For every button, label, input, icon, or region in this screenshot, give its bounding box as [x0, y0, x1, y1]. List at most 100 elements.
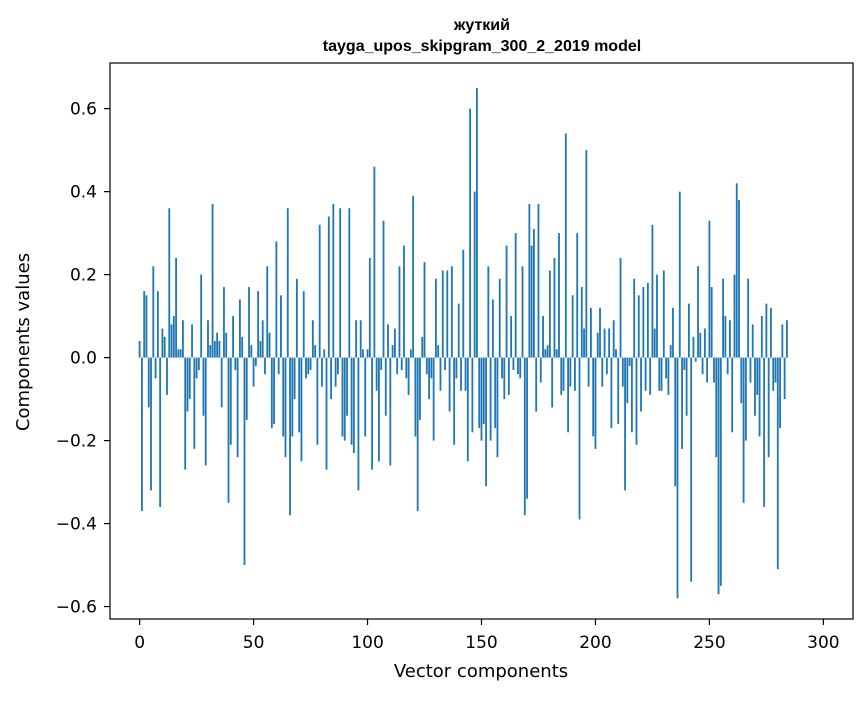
bar-82 — [325, 357, 328, 470]
bar-204 — [603, 328, 606, 358]
bar-172 — [530, 245, 533, 358]
bar-29 — [204, 357, 207, 466]
bar-205 — [605, 357, 608, 375]
bar-99 — [364, 357, 367, 437]
bar-144 — [466, 357, 469, 462]
bar-246 — [699, 332, 702, 358]
bar-187 — [564, 133, 567, 358]
bar-169 — [523, 357, 526, 516]
bar-14 — [170, 324, 173, 358]
bar-178 — [544, 349, 547, 358]
bar-239 — [683, 357, 686, 371]
bar-30 — [207, 320, 209, 358]
bar-167 — [519, 357, 522, 379]
bar-242 — [690, 357, 693, 582]
bar-225 — [651, 224, 654, 358]
bar-132 — [439, 357, 442, 391]
plot-frame — [109, 62, 854, 620]
chart-subtitle: tayga_upos_skipgram_300_2_2019 model — [323, 38, 641, 55]
bar-209 — [615, 349, 617, 358]
bar-222 — [644, 357, 647, 391]
bar-20 — [184, 357, 187, 470]
bar-127 — [428, 357, 430, 400]
bar-261 — [733, 274, 736, 358]
bar-142 — [462, 249, 465, 358]
bar-50 — [252, 357, 255, 387]
bar-215 — [628, 357, 631, 366]
bar-179 — [546, 345, 549, 358]
bar-210 — [617, 357, 620, 424]
bar-243 — [692, 336, 695, 358]
bar-10 — [161, 328, 164, 358]
bar-200 — [594, 357, 597, 449]
bar-108 — [384, 357, 387, 416]
bar-45 — [241, 336, 244, 358]
bar-15 — [172, 316, 175, 358]
bar-94 — [352, 357, 355, 454]
bar-202 — [599, 307, 601, 358]
bar-31 — [209, 345, 212, 358]
bar-281 — [779, 357, 781, 429]
bar-256 — [722, 278, 724, 358]
x-tick-label: 50 — [243, 633, 265, 653]
bar-48 — [248, 287, 250, 358]
bar-208 — [612, 320, 615, 358]
bar-275 — [765, 303, 768, 358]
bar-49 — [250, 345, 253, 358]
bar-141 — [460, 357, 462, 391]
y-tick-label: −0.6 — [56, 598, 97, 618]
bar-184 — [558, 233, 560, 358]
bar-67 — [291, 357, 294, 437]
bar-78 — [316, 357, 319, 445]
bar-130 — [435, 278, 437, 358]
bar-241 — [687, 303, 690, 358]
bar-84 — [330, 357, 332, 400]
bar-220 — [640, 357, 642, 412]
bar-180 — [548, 270, 551, 358]
bar-34 — [216, 332, 219, 358]
bar-217 — [633, 278, 636, 358]
y-tick-label: 0.4 — [70, 183, 97, 203]
bar-162 — [507, 357, 510, 395]
bar-93 — [350, 357, 353, 445]
bar-203 — [601, 357, 604, 387]
bar-278 — [772, 357, 775, 391]
bar-117 — [405, 357, 408, 379]
bar-5 — [150, 357, 152, 491]
bar-125 — [423, 262, 426, 358]
bar-158 — [498, 278, 501, 358]
bar-62 — [280, 295, 282, 358]
bar-181 — [551, 357, 554, 408]
bar-254 — [717, 357, 720, 595]
bar-65 — [286, 208, 289, 358]
bar-115 — [400, 357, 403, 371]
bar-248 — [703, 328, 706, 358]
bar-32 — [211, 204, 214, 358]
bar-201 — [596, 332, 599, 358]
y-tick-label: 0.2 — [70, 266, 97, 286]
bar-154 — [489, 357, 492, 441]
bar-252 — [713, 357, 715, 383]
bar-173 — [533, 228, 535, 358]
bar-189 — [569, 357, 572, 387]
bar-8 — [156, 291, 159, 358]
bar-272 — [758, 357, 761, 437]
bar-257 — [724, 316, 727, 358]
bar-69 — [295, 278, 298, 358]
bar-123 — [419, 357, 421, 420]
bar-13 — [168, 208, 171, 358]
bar-231 — [665, 357, 668, 379]
bar-185 — [560, 357, 563, 395]
bar-274 — [763, 357, 766, 507]
bar-137 — [450, 266, 453, 358]
bar-196 — [585, 150, 588, 358]
bar-33 — [213, 341, 216, 358]
bar-213 — [624, 357, 626, 491]
bar-98 — [362, 349, 364, 358]
bar-91 — [346, 357, 348, 416]
bar-244 — [694, 357, 697, 362]
bar-153 — [487, 266, 490, 358]
bar-170 — [526, 357, 528, 499]
bar-265 — [742, 357, 745, 503]
